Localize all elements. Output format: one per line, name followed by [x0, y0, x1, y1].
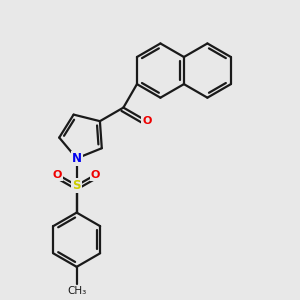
Text: N: N	[72, 152, 82, 165]
Text: O: O	[142, 116, 152, 126]
Text: O: O	[91, 169, 100, 180]
Text: CH₃: CH₃	[67, 286, 86, 296]
Text: S: S	[72, 179, 81, 192]
Text: O: O	[53, 169, 62, 180]
